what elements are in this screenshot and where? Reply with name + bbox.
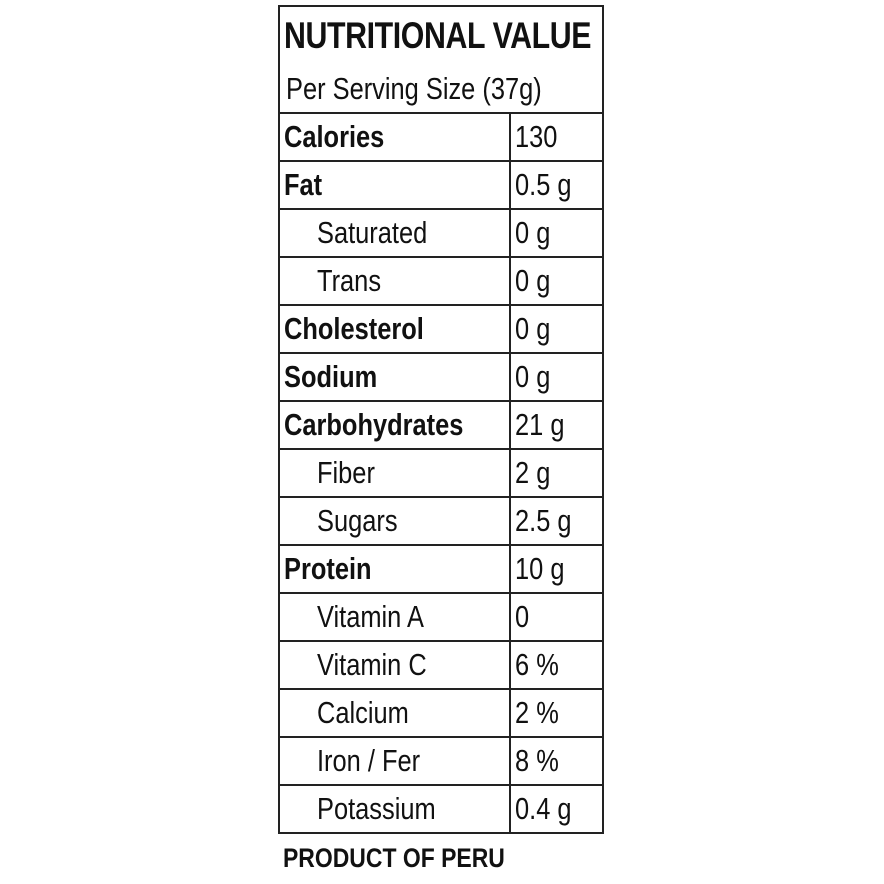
- nutrient-value: 21 g: [515, 407, 565, 442]
- nutrient-label: Calories: [284, 119, 385, 154]
- nutrient-value: 130: [515, 119, 558, 154]
- nutrient-label: Fat: [284, 167, 323, 202]
- nutrient-value: 0 g: [515, 311, 551, 346]
- table-row: Vitamin C 6 %: [280, 642, 602, 690]
- nutrient-label: Cholesterol: [284, 311, 424, 346]
- table-row: Vitamin A 0: [280, 594, 602, 642]
- nutrient-value: 0.4 g: [515, 791, 572, 826]
- nutrient-value: 0 g: [515, 215, 551, 250]
- table-row: Trans 0 g: [280, 258, 602, 306]
- nutrient-label: Calcium: [317, 695, 409, 730]
- table-title: NUTRITIONAL VALUE: [284, 15, 592, 56]
- table-row: Protein 10 g: [280, 546, 602, 594]
- table-row: Fat 0.5 g: [280, 162, 602, 210]
- nutrient-label: Iron / Fer: [317, 743, 421, 778]
- nutrient-label: Trans: [317, 263, 382, 298]
- nutrient-value: 8 %: [515, 743, 559, 778]
- nutrient-label: Vitamin A: [317, 599, 424, 634]
- table-row: Sodium 0 g: [280, 354, 602, 402]
- nutrient-value: 10 g: [515, 551, 565, 586]
- table-row: Saturated 0 g: [280, 210, 602, 258]
- table-row: Iron / Fer 8 %: [280, 738, 602, 786]
- nutrient-label: Sodium: [284, 359, 378, 394]
- nutrient-value: 0 g: [515, 263, 551, 298]
- nutrient-label: Sugars: [317, 503, 398, 538]
- table-row: Potassium 0.4 g: [280, 786, 602, 832]
- nutrient-value: 2 g: [515, 455, 551, 490]
- table-header: NUTRITIONAL VALUE Per Serving Size (37g): [280, 7, 602, 114]
- nutrient-label: Saturated: [317, 215, 428, 250]
- origin-label: PRODUCT OF PERU: [283, 843, 505, 873]
- table-row: Cholesterol 0 g: [280, 306, 602, 354]
- nutrient-value: 2 %: [515, 695, 559, 730]
- table-row: Calories 130: [280, 114, 602, 162]
- table-row: Fiber 2 g: [280, 450, 602, 498]
- nutrient-label: Potassium: [317, 791, 436, 826]
- serving-size: Per Serving Size (37g): [286, 71, 542, 106]
- nutrient-label: Fiber: [317, 455, 375, 490]
- table-row: Sugars 2.5 g: [280, 498, 602, 546]
- nutrient-value: 0: [515, 599, 530, 634]
- nutrition-table: NUTRITIONAL VALUE Per Serving Size (37g)…: [278, 5, 604, 834]
- table-row: Calcium 2 %: [280, 690, 602, 738]
- nutrient-value: 2.5 g: [515, 503, 572, 538]
- table-row: Carbohydrates 21 g: [280, 402, 602, 450]
- nutrient-value: 6 %: [515, 647, 559, 682]
- nutrient-label: Vitamin C: [317, 647, 427, 682]
- nutrient-label: Protein: [284, 551, 372, 586]
- column-divider: [509, 112, 511, 832]
- nutrient-value: 0 g: [515, 359, 551, 394]
- nutrient-label: Carbohydrates: [284, 407, 464, 442]
- nutrient-value: 0.5 g: [515, 167, 572, 202]
